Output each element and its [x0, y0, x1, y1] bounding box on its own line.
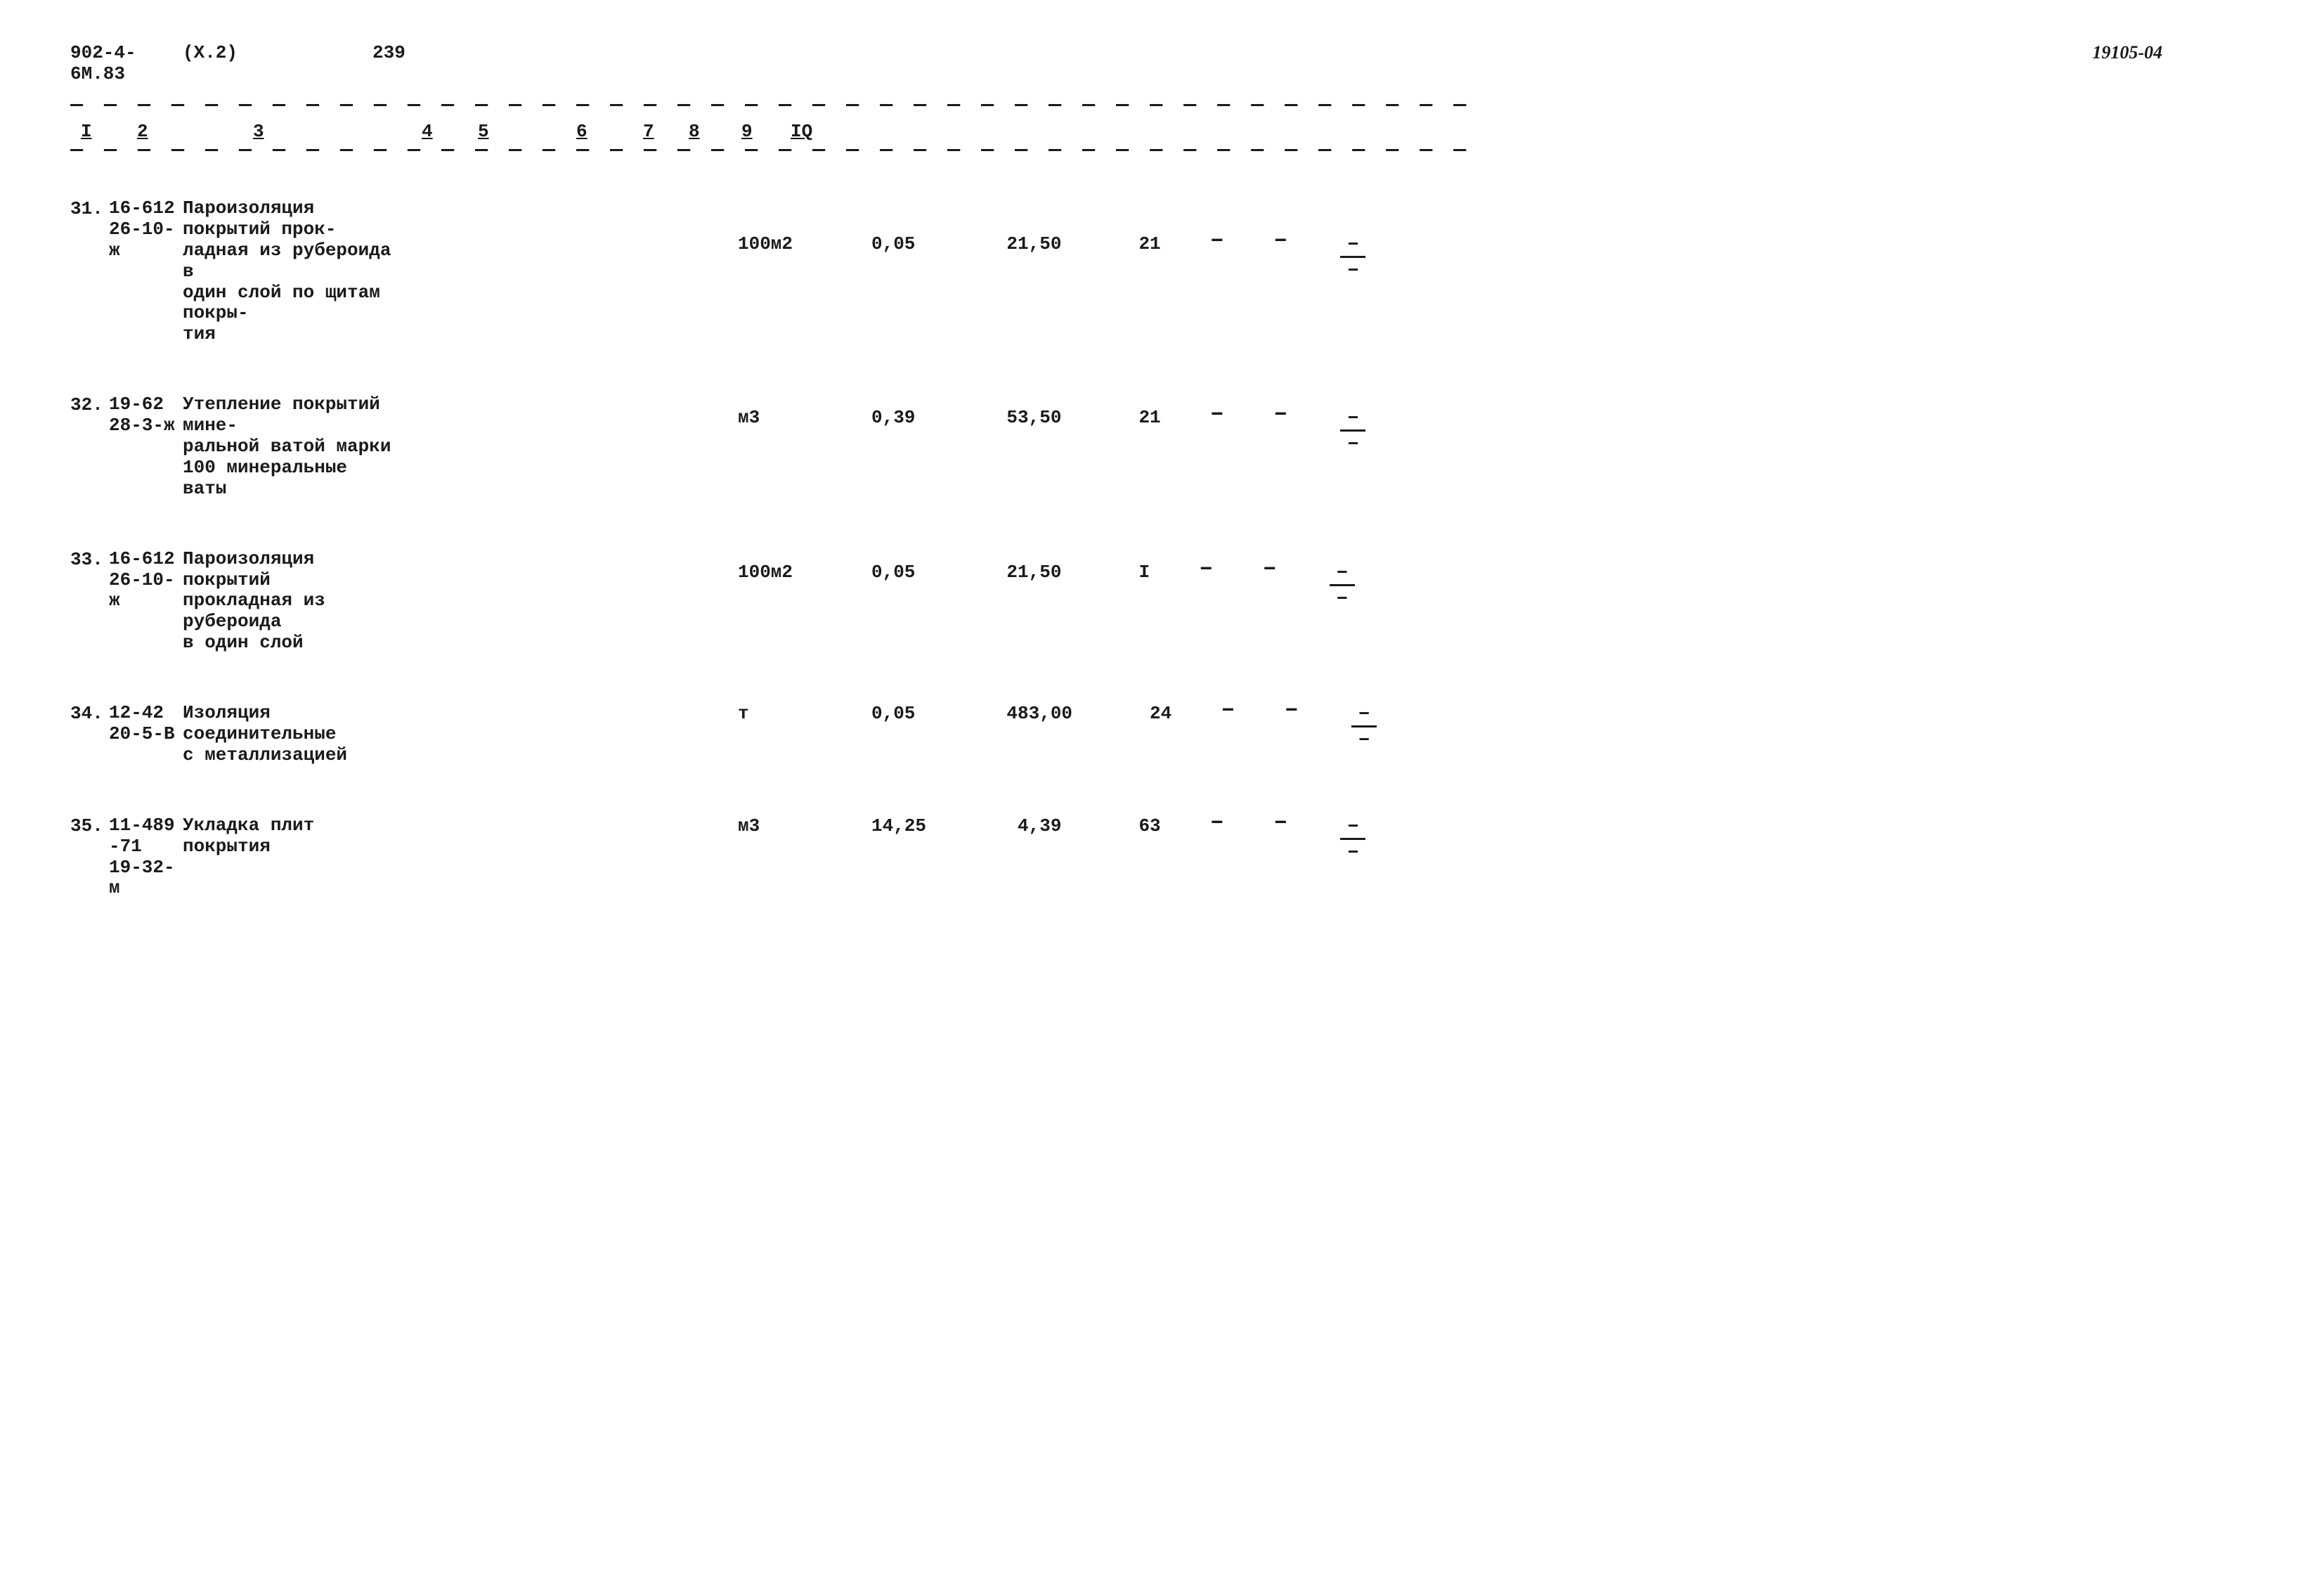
- row-unit: 100м2: [738, 233, 801, 254]
- col-header-7: 7: [643, 121, 654, 142]
- row-col7: 21: [1138, 407, 1160, 428]
- doc-version: (X.2): [183, 42, 267, 63]
- row-code: 19-6228-3-ж: [109, 394, 183, 436]
- row-unit: м3: [738, 407, 801, 428]
- row-code: 16-61226-10-ж: [109, 198, 183, 261]
- table-row: 34.12-4220-5-ВИзоляция соединительныес м…: [70, 703, 2254, 766]
- col-header-10: IQ: [791, 121, 812, 142]
- row-col10: ––: [1340, 233, 1365, 280]
- data-table: 31.16-61226-10-жПароизоляция покрытий пр…: [70, 198, 2254, 899]
- row-col10: ––: [1340, 815, 1365, 862]
- row-col5: 0,05: [871, 233, 915, 254]
- row-col8: –: [1210, 815, 1224, 829]
- row-unit: т: [738, 703, 801, 724]
- col-header-9: 9: [741, 121, 753, 142]
- col-header-4: 4: [422, 121, 433, 142]
- row-col5: 0,05: [871, 703, 915, 724]
- row-col6: 21,50: [1006, 562, 1061, 583]
- row-col6: 483,00: [1006, 703, 1072, 724]
- row-description: Изоляция соединительныес металлизацией: [183, 703, 408, 766]
- row-number: 35.: [70, 815, 109, 836]
- table-row: 32.19-6228-3-жУтепление покрытий мине-ра…: [70, 394, 2254, 499]
- row-description: Укладка плит покрытия: [183, 815, 408, 858]
- row-description: Пароизоляция покрытийпрокладная из рубер…: [183, 549, 408, 654]
- doc-number: 902-4-6М.83: [70, 42, 183, 84]
- row-description: Утепление покрытий мине-ральной ватой ма…: [183, 394, 408, 499]
- row-col5: 0,39: [871, 407, 915, 428]
- row-col6: 53,50: [1006, 407, 1061, 428]
- row-col8: –: [1210, 233, 1224, 247]
- row-col7: 24: [1150, 703, 1171, 724]
- row-col9: –: [1273, 407, 1287, 421]
- row-unit: 100м2: [738, 562, 801, 583]
- document-header: 902-4-6М.83 (X.2) 239 19105-04: [70, 42, 2254, 84]
- row-col7: 63: [1138, 815, 1160, 836]
- row-col8: –: [1221, 703, 1235, 717]
- doc-code-right: 19105-04: [2092, 42, 2162, 63]
- row-col8: –: [1199, 562, 1213, 576]
- divider-top: — — — — — — — — — — — — — — — — — — — — …: [70, 98, 2254, 118]
- row-col10: ––: [1351, 703, 1377, 750]
- col-header-2: 2: [137, 121, 148, 142]
- col-header-8: 8: [689, 121, 700, 142]
- col-header-5: 5: [478, 121, 489, 142]
- row-code: 11-489-7119-32-м: [109, 815, 183, 900]
- row-code: 16-61226-10-ж: [109, 549, 183, 612]
- row-col9: –: [1273, 233, 1287, 247]
- row-col10: ––: [1340, 407, 1365, 454]
- column-header-row: I 2 3 4 5 6 7 8 9 IQ: [70, 121, 2254, 141]
- row-col9: –: [1285, 703, 1299, 717]
- table-row: 35.11-489-7119-32-мУкладка плит покрытия…: [70, 815, 2254, 900]
- row-col7: I: [1138, 562, 1150, 583]
- row-unit: м3: [738, 815, 801, 836]
- row-col5: 14,25: [871, 815, 926, 836]
- row-code: 12-4220-5-В: [109, 703, 183, 745]
- row-col6: 21,50: [1006, 233, 1061, 254]
- col-header-3: 3: [253, 121, 264, 142]
- row-number: 34.: [70, 703, 109, 724]
- table-row: 33.16-61226-10-жПароизоляция покрытийпро…: [70, 549, 2254, 654]
- row-col6: 4,39: [1018, 815, 1061, 836]
- row-col9: –: [1262, 562, 1276, 576]
- row-col5: 0,05: [871, 562, 915, 583]
- row-col8: –: [1210, 407, 1224, 421]
- divider-bottom: — — — — — — — — — — — — — — — — — — — — …: [70, 143, 2254, 163]
- row-number: 31.: [70, 198, 109, 219]
- row-number: 33.: [70, 549, 109, 570]
- row-col10: ––: [1330, 562, 1355, 609]
- row-col7: 21: [1138, 233, 1160, 254]
- table-row: 31.16-61226-10-жПароизоляция покрытий пр…: [70, 198, 2254, 345]
- page-number: 239: [372, 42, 405, 63]
- col-header-1: I: [81, 121, 92, 142]
- col-header-6: 6: [576, 121, 588, 142]
- row-description: Пароизоляция покрытий прок-ладная из руб…: [183, 198, 408, 345]
- row-col9: –: [1273, 815, 1287, 829]
- row-number: 32.: [70, 394, 109, 415]
